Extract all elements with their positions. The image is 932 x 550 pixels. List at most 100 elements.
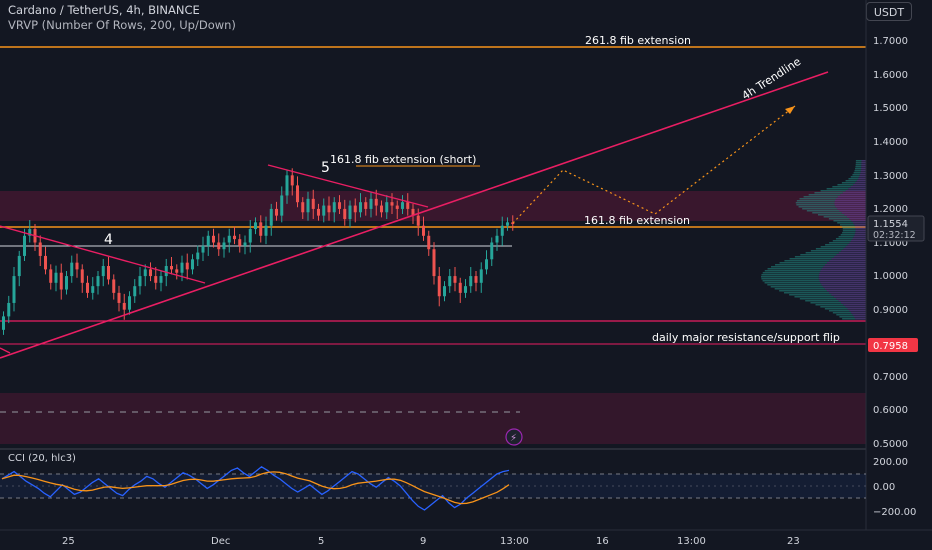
volume-profile-bar <box>784 292 830 294</box>
time-axis[interactable]: 25 Dec 5 9 13:00 16 13:00 23 <box>0 529 932 547</box>
cci-tick: 200.00 <box>873 457 908 468</box>
symbol-title[interactable]: Cardano / TetherUS, 4h, BINANCE <box>8 3 200 17</box>
candle-body <box>159 276 163 283</box>
volume-profile-bar <box>829 242 850 244</box>
volume-profile-bar <box>858 178 866 180</box>
candle-body <box>395 205 399 209</box>
volume-profile-bar <box>835 206 866 208</box>
candle-body <box>91 286 95 293</box>
cci-label: CCI (20, hlc3) <box>8 453 76 464</box>
volume-profile-bar <box>855 164 862 166</box>
candle-body <box>217 242 221 250</box>
cci-pane[interactable]: CCI (20, hlc3) 200.00 0.00 −200.00 <box>0 448 916 518</box>
candle-body <box>44 255 47 270</box>
volume-profile-bar <box>847 308 866 310</box>
flip-price-tag <box>868 338 918 352</box>
volume-profile-bar <box>837 184 854 186</box>
volume-profile-bar <box>799 198 837 200</box>
candle-body <box>490 242 494 260</box>
volume-profile-bar <box>820 190 846 192</box>
currency-button[interactable]: USDT <box>866 2 912 21</box>
trendline-4h[interactable] <box>0 71 829 359</box>
candle-body <box>101 266 105 277</box>
time-tick: Dec <box>211 536 230 547</box>
volume-profile-bar <box>854 316 866 318</box>
volume-profile-bar <box>836 198 866 200</box>
price-tick: 1.4000 <box>873 137 908 148</box>
candle-body <box>65 276 68 290</box>
candle-body <box>264 225 268 236</box>
candle-body <box>175 269 179 273</box>
volume-profile-bar <box>854 170 861 172</box>
volume-profile-bar <box>852 238 866 240</box>
volume-profile-bar <box>835 238 853 240</box>
volume-profile-bar <box>843 304 866 306</box>
volume-profile-bar <box>762 280 820 282</box>
volume-profile-bar <box>823 216 847 218</box>
supply-zone <box>0 191 866 221</box>
volume-profile-bar <box>829 292 866 294</box>
candle-body <box>495 235 499 243</box>
time-tick: 23 <box>787 536 800 547</box>
candle-body <box>170 266 173 270</box>
volume-profile-bar <box>834 200 866 202</box>
candle-body <box>406 202 410 209</box>
volume-profile-bar <box>808 194 841 196</box>
volume-profile-bar <box>803 196 838 198</box>
event-badge[interactable] <box>505 428 523 446</box>
candle-body <box>233 235 236 240</box>
volume-profile-bar <box>854 224 866 226</box>
volume-profile-bar <box>767 284 822 286</box>
candle-body <box>259 222 263 236</box>
volume-profile-bar <box>854 234 866 236</box>
candle-body <box>128 296 131 310</box>
volume-profile-bar <box>855 228 866 230</box>
volume-profile-bar <box>831 258 866 260</box>
volume-profile-bar <box>855 318 866 320</box>
candle-body <box>380 205 383 213</box>
volume-profile-bar <box>847 244 866 246</box>
volume-profile-bar <box>764 282 821 284</box>
projection-arrowhead <box>785 106 795 114</box>
volume-profile-bar <box>817 214 845 216</box>
projection-path[interactable] <box>512 105 796 224</box>
volume-profile-bar <box>796 200 835 202</box>
flip-price: 0.7958 <box>873 341 908 352</box>
candle-body <box>138 276 142 287</box>
volume-profile-bar <box>805 252 839 254</box>
volume-profile-bar <box>855 160 862 162</box>
candle-body <box>107 266 110 280</box>
volume-profile-bar <box>836 298 866 300</box>
volume-profile-bar <box>855 166 862 168</box>
volume-profile-bar <box>860 170 866 172</box>
candle-body <box>285 175 289 196</box>
volume-profile-bar <box>842 318 856 320</box>
candle-body <box>269 208 273 226</box>
volume-profile-bar <box>831 294 866 296</box>
volume-profile-bar <box>794 296 834 298</box>
candle-body <box>7 302 11 317</box>
cci-tick: −200.00 <box>873 507 916 518</box>
candle-body <box>70 262 74 277</box>
wave4-wedge-line[interactable] <box>0 225 206 284</box>
price-tick: 1.2000 <box>873 204 908 215</box>
volume-profile-bar <box>823 266 866 268</box>
candle-body <box>275 208 278 216</box>
volume-profile-bar <box>849 310 866 312</box>
candle-body <box>196 252 200 260</box>
candle-body <box>2 316 5 330</box>
volume-profile-bar <box>838 252 866 254</box>
volume-profile-bar <box>856 180 866 182</box>
volume-profile-bar <box>812 212 842 214</box>
volume-profile-bar <box>827 262 866 264</box>
candle-body <box>353 205 357 213</box>
volume-profile-bar <box>784 260 830 262</box>
volume-profile-bar <box>843 248 866 250</box>
price-axis[interactable]: 1.7000 1.6000 1.5000 1.4000 1.3000 1.200… <box>865 0 925 530</box>
candle-body <box>254 222 257 230</box>
indicator-title[interactable]: VRVP (Number Of Rows, 200, Up/Down) <box>8 18 236 32</box>
wave5-wedge-line[interactable] <box>267 164 429 208</box>
volume-profile-bar <box>855 230 866 232</box>
volume-profile-bar <box>838 300 866 302</box>
